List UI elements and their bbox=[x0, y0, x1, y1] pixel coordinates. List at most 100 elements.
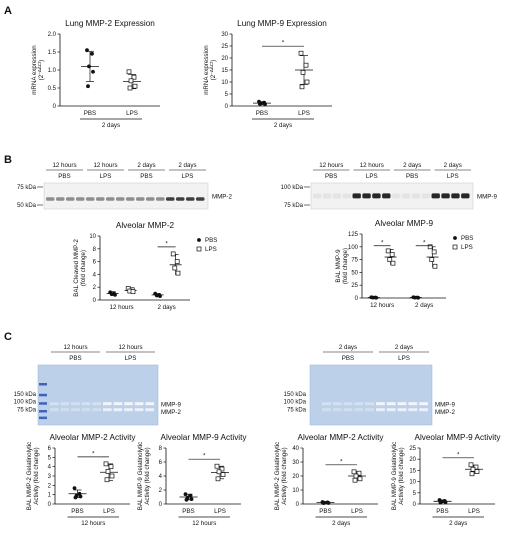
bracket-label: 2 days bbox=[449, 520, 467, 527]
y-tick-label: 20 bbox=[409, 457, 416, 463]
blot-band bbox=[66, 197, 75, 201]
lysis-band-mmp2 bbox=[145, 408, 154, 412]
data-point bbox=[387, 257, 393, 262]
lysis-band-mmp2 bbox=[365, 408, 374, 412]
bracket-label: 2 days bbox=[102, 122, 120, 129]
data-point bbox=[353, 473, 359, 479]
series-lps bbox=[211, 463, 229, 482]
chart-mmp9-activity-12h: Alveolar MMP-9 Activity 0 2 4 6 8 BAL MMP-9 Ge… bbox=[137, 433, 247, 527]
lane-time-label: 2 days bbox=[339, 344, 357, 351]
data-point bbox=[263, 102, 267, 106]
lysis-band-mmp2 bbox=[419, 408, 428, 412]
lane-treatment-label: PBS bbox=[406, 173, 418, 180]
y-label-close: ) bbox=[38, 60, 45, 62]
data-point bbox=[104, 477, 110, 483]
data-point bbox=[131, 74, 137, 80]
data-point bbox=[432, 263, 438, 269]
legend-label: PBS bbox=[205, 237, 217, 244]
y-axis-label-2: (2−ΔΔCt) bbox=[37, 60, 46, 81]
chart-lung-mmp2-expression: Lung MMP-2 Expression 0 0.5 1.0 1.5 2.0 mRNA e… bbox=[31, 19, 160, 129]
lysis-band-mmp9 bbox=[322, 402, 331, 406]
series-point-group bbox=[367, 295, 380, 300]
lane-treatment-label: LPS bbox=[182, 173, 194, 180]
lane-time-label: 2 days bbox=[178, 162, 196, 169]
chart-mmp9-activity-2d: Alveolar MMP-9 Activity 0 5 10 15 20 25 BAL MMP… bbox=[391, 433, 501, 527]
marker-label: 75 kDa bbox=[17, 407, 37, 413]
lysis-band-mmp9 bbox=[71, 402, 80, 406]
data-point bbox=[443, 500, 448, 505]
blot-band bbox=[342, 193, 351, 199]
y-tick-label: 125 bbox=[348, 232, 359, 238]
lane-treatment-label: PBS bbox=[140, 173, 152, 180]
lysis-band-mmp9 bbox=[365, 402, 374, 406]
blot-band bbox=[166, 197, 175, 201]
data-point bbox=[356, 470, 362, 476]
y-axis-label-2: (fold change) bbox=[342, 248, 349, 284]
lysis-band-mmp9 bbox=[81, 402, 91, 406]
lysis-band-mmp2 bbox=[103, 408, 112, 412]
blot-band bbox=[46, 197, 55, 201]
data-point bbox=[219, 466, 225, 472]
marker-label: 75 kDa bbox=[287, 407, 307, 413]
data-point bbox=[174, 259, 180, 264]
lysis-band-mmp2 bbox=[134, 408, 144, 412]
data-point bbox=[300, 70, 306, 75]
data-point bbox=[109, 292, 114, 297]
series-point-group bbox=[169, 251, 182, 276]
band-label: MMP-2 bbox=[212, 194, 232, 201]
data-point bbox=[73, 495, 78, 500]
data-point bbox=[188, 493, 193, 498]
marker-label: 150 kDa bbox=[14, 392, 37, 398]
marker-label: 150 kDa bbox=[284, 392, 307, 398]
data-point bbox=[385, 248, 391, 254]
series-pbs bbox=[253, 99, 271, 106]
data-point bbox=[72, 486, 77, 491]
y-label-sup: −ΔΔCt bbox=[209, 61, 214, 75]
blot-band bbox=[56, 197, 65, 201]
data-point bbox=[105, 468, 111, 474]
lane-time-label: 12 hours bbox=[93, 162, 117, 169]
y-tick-label: 4 bbox=[93, 272, 97, 278]
blot-band bbox=[352, 193, 361, 199]
y-tick-label: 2 bbox=[48, 483, 52, 489]
blot-membrane bbox=[43, 182, 209, 210]
data-point bbox=[189, 497, 194, 501]
x-tick-label: PBS bbox=[182, 508, 194, 515]
lysis-band-mmp2 bbox=[408, 408, 418, 412]
lysis-band-mmp9 bbox=[134, 402, 144, 406]
lane-time-label: 2 days bbox=[444, 162, 462, 169]
y-tick-label: 75 bbox=[351, 258, 358, 264]
data-point bbox=[170, 251, 176, 257]
western-blot-mmp9: 12 hours PBS 12 hours LPS 2 days PBS 2 days LPS… bbox=[281, 162, 497, 210]
data-point bbox=[215, 476, 221, 482]
significance-star: * bbox=[381, 239, 384, 246]
band-label: MMP-9 bbox=[477, 194, 497, 201]
gel-body bbox=[309, 364, 433, 426]
bracket-label: 12 hours bbox=[81, 520, 105, 527]
x-tick-label: LPS bbox=[468, 508, 480, 515]
data-point bbox=[303, 62, 309, 68]
x-tick-label: PBS bbox=[71, 508, 83, 515]
bracket-label: 12 hours bbox=[192, 520, 216, 527]
chart-title: Alveolar MMP-2 Activity bbox=[50, 433, 137, 442]
y-tick-label: 100 bbox=[348, 245, 359, 251]
blot-band bbox=[431, 193, 440, 199]
ladder-band bbox=[39, 402, 47, 405]
chart-mmp2-activity-2d: Alveolar MMP-2 Activity 0 10 20 30 40 BAL MMP-… bbox=[274, 433, 384, 527]
blot-band bbox=[136, 197, 145, 201]
data-point bbox=[103, 461, 109, 467]
series-point-group bbox=[426, 244, 439, 269]
blot-band bbox=[86, 197, 95, 201]
y-tick-label: 6 bbox=[93, 260, 97, 266]
marker-label: 100 kDa bbox=[281, 185, 304, 191]
lane-treatment-label: PBS bbox=[58, 173, 70, 180]
blot-band bbox=[451, 193, 460, 199]
blot-band bbox=[186, 197, 195, 201]
lysis-band-mmp2 bbox=[113, 408, 123, 412]
data-point bbox=[321, 501, 326, 506]
data-point bbox=[220, 472, 226, 477]
data-point bbox=[154, 293, 159, 298]
data-point bbox=[258, 101, 262, 106]
blot-band bbox=[421, 193, 430, 199]
